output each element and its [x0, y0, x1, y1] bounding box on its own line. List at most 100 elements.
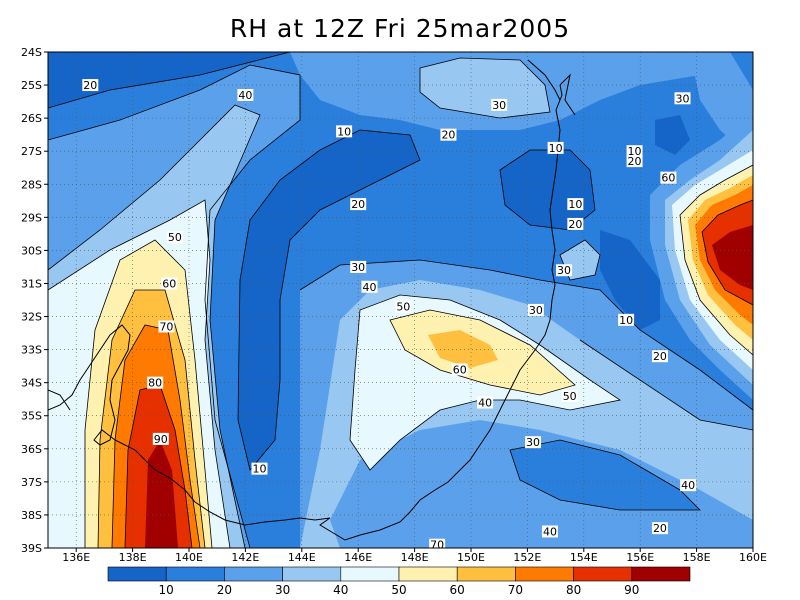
rh-band-20-south	[510, 440, 700, 510]
contour-lines	[48, 52, 753, 548]
rh-band-40-north-inner	[420, 58, 550, 118]
rh-band-max-left	[145, 440, 178, 548]
rh-band-20-ne	[730, 52, 753, 90]
contour-label-bg	[395, 300, 412, 313]
colorbar-swatch	[107, 566, 167, 582]
colorbar-swatch	[340, 566, 400, 582]
x-tick-label: 152E	[513, 551, 541, 564]
contour-label-bg	[251, 462, 268, 475]
colorbar-swatch	[631, 566, 691, 582]
contour-label: 40	[362, 281, 376, 294]
y-tick-label: 35S	[21, 410, 42, 423]
contour-label-bg	[350, 260, 367, 273]
contour-label-bg	[651, 522, 668, 535]
contour-label-bg	[152, 432, 169, 445]
contour-label: 20	[628, 155, 642, 168]
contour-label: 40	[238, 89, 252, 102]
colorbar-swatch	[456, 566, 516, 582]
colorbar-label: 40	[333, 583, 348, 597]
contour-label: 50	[563, 390, 577, 403]
contour-label-bg	[567, 198, 584, 211]
rh-band-10-ne-small	[655, 115, 690, 155]
contour-label: 20	[653, 350, 667, 363]
contour-label: 10	[549, 142, 563, 155]
plot-frame	[47, 51, 754, 549]
contour-label-bg	[477, 396, 494, 409]
x-tick-label: 158E	[683, 551, 711, 564]
contour-label: 80	[148, 377, 162, 390]
colorbar-swatch	[282, 566, 342, 582]
x-tick-label: 140E	[175, 551, 203, 564]
contour-label: 30	[529, 304, 543, 317]
contour-label: 20	[351, 198, 365, 211]
contour-label-bg	[674, 92, 691, 105]
colorbar-label: 60	[450, 583, 465, 597]
colorbar-swatch	[165, 566, 225, 582]
contour-label: 70	[430, 539, 444, 552]
rh-band-10-central	[238, 130, 420, 470]
x-tick-label: 150E	[457, 551, 485, 564]
colorbar-swatch	[515, 566, 574, 582]
contour-label-bg	[82, 79, 99, 92]
contour-label: 20	[568, 218, 582, 231]
grid-lines	[48, 52, 753, 548]
contour-label: 30	[676, 92, 690, 105]
y-tick-label: 24S	[21, 46, 42, 59]
contour-label-bg	[237, 88, 254, 101]
contour-label: 20	[83, 79, 97, 92]
contour-label-bg	[547, 141, 564, 154]
colorbar-label: 30	[275, 583, 290, 597]
contour-label-bg	[527, 303, 544, 316]
x-tick-label: 148E	[401, 551, 429, 564]
x-tick-label: 144E	[288, 551, 316, 564]
contour-label: 90	[154, 433, 168, 446]
x-tick-label: 136E	[62, 551, 90, 564]
contour-label: 30	[351, 261, 365, 274]
y-tick-label: 27S	[21, 145, 42, 158]
colorbar-swatch	[224, 566, 283, 582]
y-tick-label: 28S	[21, 178, 42, 191]
x-tick-label: 146E	[344, 551, 372, 564]
contour-label-bg	[525, 436, 542, 449]
colorbar-label: 90	[624, 583, 639, 597]
coast-north	[527, 59, 561, 101]
x-tick-label: 154E	[570, 551, 598, 564]
contour-label: 10	[568, 198, 582, 211]
contour-label-bg	[158, 320, 175, 333]
contour-label: 10	[253, 463, 267, 476]
contour-label: 50	[396, 301, 410, 314]
contour-label: 60	[162, 277, 176, 290]
contour-label-bg	[541, 525, 558, 538]
colorbar-label: 80	[566, 583, 581, 597]
y-axis: 24S 25S 26S 27S 28S 29S 30S 31S 32S 33S 34S 35S 36S 3…	[21, 46, 48, 555]
rh-band-30-small	[405, 485, 455, 548]
contour-label-bg	[147, 376, 164, 389]
x-tick-label: 160E	[739, 551, 767, 564]
contour-label: 20	[653, 522, 667, 535]
colorbar-label: 70	[508, 583, 523, 597]
y-tick-label: 36S	[21, 443, 42, 456]
y-tick-label: 26S	[21, 112, 42, 125]
x-axis: 136E 138E 140E 142E 144E 146E 148E 150E 152E 154E…	[62, 548, 767, 564]
contour-label-bg	[336, 125, 353, 138]
y-tick-label: 33S	[21, 344, 42, 357]
rh-band-30-south	[480, 510, 700, 548]
contour-label: 20	[441, 129, 455, 142]
y-tick-label: 37S	[21, 476, 42, 489]
contour-label-bg	[361, 280, 378, 293]
contour-label-bg	[660, 171, 677, 184]
x-tick-label: 142E	[231, 551, 259, 564]
contour-label-bg	[166, 231, 183, 244]
contour-label: 40	[543, 525, 557, 538]
contour-label-bg	[626, 155, 643, 168]
contour-label: 50	[168, 231, 182, 244]
rh-band-max-east	[712, 225, 753, 290]
coast-ne	[559, 73, 576, 116]
contour-label-bg	[491, 98, 508, 111]
contour-label-bg	[451, 363, 468, 376]
contour-label-bg	[680, 479, 697, 492]
colorbar-swatch	[573, 566, 633, 582]
rh-field	[48, 52, 753, 548]
colorbar-label: 20	[217, 583, 232, 597]
